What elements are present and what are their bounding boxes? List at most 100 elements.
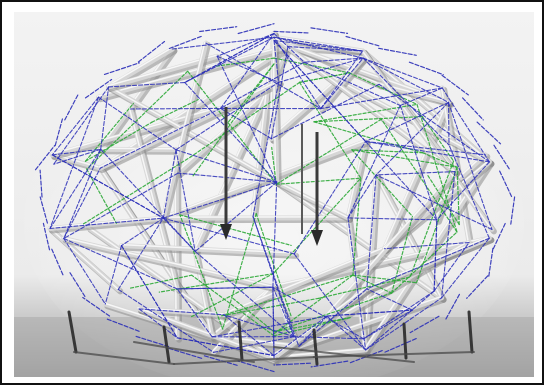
blue-cable [223,314,275,357]
blue-cable [365,101,450,143]
green-cable [275,118,382,185]
blue-cable [273,315,328,357]
blue-cable [194,250,295,338]
blue-cable [303,61,401,107]
blue-hull-cable [39,169,43,198]
strut-highlight [274,180,348,218]
load-arrows [220,107,323,246]
green-cable [273,274,354,335]
blue-cable [162,149,177,219]
blue-cable [100,148,196,252]
strut [192,248,215,340]
blue-cable [273,39,367,143]
strut [106,46,175,90]
strut [96,44,291,100]
blue-cable [51,154,164,219]
green-cable [191,274,275,337]
blue-hull-cable [51,248,64,276]
blue-hull-cable [237,23,275,35]
blue-cable [366,174,377,290]
blue-cable [252,81,280,218]
strut-highlight [106,85,277,182]
blue-cable [447,101,493,230]
strut [175,79,282,176]
blue-hull-cable [69,271,86,297]
blue-cable [53,148,102,165]
green-cable [391,215,414,294]
green-cable [351,149,458,168]
blue-hull-cable [105,318,140,332]
blue-cable [63,148,102,240]
arrow-head-right [311,230,323,246]
green-cable [391,231,458,294]
blue-hull-cable [82,296,111,317]
blue-cable [273,36,364,59]
blue-cable [162,217,295,255]
blue-hull-cable [34,144,56,171]
blue-cable [362,57,450,146]
blue-cable [49,96,100,230]
strut [382,99,451,252]
blue-cable [326,309,413,317]
blue-cable [138,308,178,339]
blue-cable [320,57,364,110]
blue-cable [138,308,225,316]
blue-cable [362,57,443,89]
blue-cable [53,86,110,165]
green-cable [348,72,418,106]
blue-cable [436,161,490,221]
blue-cable [97,96,177,151]
blue-cable [171,36,275,50]
support-leg [162,325,171,364]
green-cable [86,70,189,170]
blue-cable [347,217,367,351]
strut [160,40,209,221]
green-cable [179,214,292,246]
blue-hull-cable [39,196,49,224]
blue-hull-cable [499,170,513,198]
blue-cable [365,140,486,156]
blue-cable [365,140,490,163]
blue-cable [383,241,470,250]
blue-cable [448,144,490,239]
support-leg [467,310,474,354]
green-cable [273,317,351,337]
green-cable [151,98,199,123]
blue-hull-cable [237,360,275,373]
tensegrity-photo [14,12,534,377]
blue-hull-cable [168,35,203,50]
blue-hull-cable [273,30,311,34]
blue-cable [51,148,102,156]
blue-cable [270,46,289,140]
blue-hull-cable [273,362,311,366]
blue-cables [34,23,516,373]
green-cable [351,149,414,217]
blue-cable [49,148,102,230]
blue-cable [320,87,443,110]
green-cable [228,63,275,123]
blue-cable [293,253,367,351]
blue-cable [366,237,490,290]
green-cable [271,146,277,185]
blue-hull-cable [202,354,238,366]
green-cable [220,274,354,317]
green-cable [352,274,418,284]
blue-hull-cable [466,275,489,299]
green-cable [215,57,275,67]
blue-cable [108,81,186,88]
green-cable [380,118,458,233]
blue-cable [441,237,490,299]
blue-cable [293,140,367,255]
blue-hull-cable [133,335,170,348]
green-cable [421,115,455,162]
tensegrity-sphere-illustration [14,12,534,377]
blue-cable [270,83,380,140]
support-leg [312,328,319,366]
blue-cable [63,167,101,240]
blue-cable [347,174,377,219]
blue-hull-cable [199,26,238,33]
blue-cable [252,216,295,338]
ground-member [133,341,255,363]
blue-cable [120,217,164,247]
